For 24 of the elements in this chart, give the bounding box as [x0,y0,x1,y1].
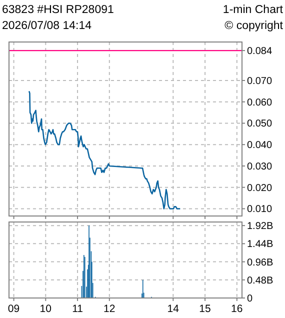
x-tick-label: 14 [167,303,180,315]
y-tick-label: 0.070 [247,76,272,87]
y-tick-label: 0.020 [247,182,272,194]
y-tick-label: 1.92B [247,221,274,232]
x-tick-label: 15 [199,303,212,315]
y-tick-label: 0.050 [247,118,272,130]
y-tick-label: 0.040 [247,140,272,152]
x-tick-label: 16 [231,303,243,315]
x-tick-label: 10 [40,303,52,315]
y-tick-label: 0.010 [247,204,272,216]
text: 1-min Chart [222,4,284,16]
x-tick-label: 12 [104,303,116,315]
y-tick-label: 0.96B [247,257,274,268]
x-tick-label: 11 [72,303,84,315]
y-tick-label: 0.030 [247,161,272,172]
y-tick-label: 0 [247,294,253,304]
text: © copyright [224,20,284,32]
y-tick-label: 0.060 [247,97,272,108]
y-tick-label: 0.084 [247,46,272,58]
x-tick-label: 09 [8,303,20,315]
y-tick-label: 1.44B [247,239,274,250]
chart-title: 63823 #HSI RP28091 [2,4,114,16]
y-tick-label: 0.48B [247,275,274,286]
text: 2026/07/08 14:14 [2,20,92,32]
